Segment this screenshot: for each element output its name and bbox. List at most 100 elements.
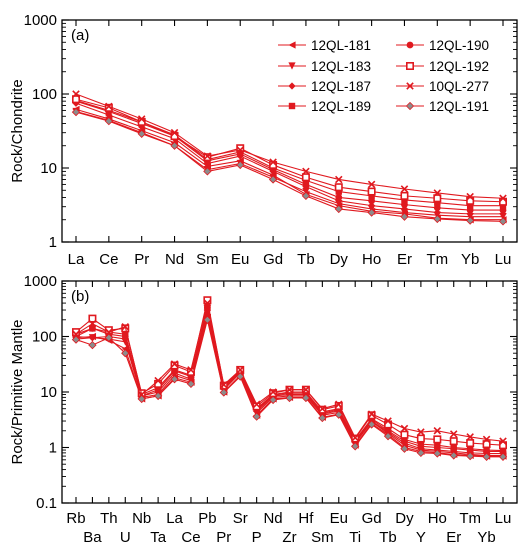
marker-s2-p12 (466, 210, 474, 218)
marker-s6-p5 (154, 376, 162, 385)
marker-sL2-p0 (288, 82, 296, 90)
y-axis-title: Rock/Primitive Mantle (9, 319, 26, 464)
marker-s6-p2 (137, 115, 146, 123)
marker-s3-p12 (466, 202, 474, 209)
x-tick-label: Ho (362, 251, 381, 268)
marker-s7-p15 (318, 413, 327, 423)
marker-s5-p11 (433, 194, 442, 203)
x-tick-label: Tb (379, 529, 397, 546)
x-tick-label: Er (397, 251, 412, 268)
marker-s7-p11 (252, 412, 261, 421)
marker-s7-p25 (482, 452, 491, 461)
marker-s7-p4 (203, 167, 212, 176)
x-tick-label: Dy (395, 510, 414, 527)
x-tick-label: Dy (330, 251, 349, 268)
legend-item: 12QL-192 (396, 59, 489, 74)
marker-s5-p1 (88, 314, 97, 323)
marker-s6-p4 (203, 152, 212, 160)
marker-s5-p24 (466, 439, 475, 448)
marker-s7-p22 (433, 449, 442, 458)
marker-s7-p21 (416, 448, 426, 458)
series-12QL-191 (71, 315, 508, 461)
legend-label: 12QL-183 (311, 59, 371, 74)
marker-s4-p21 (417, 442, 425, 450)
marker-s7-p23 (449, 451, 458, 460)
x-tick-label: Tm (459, 510, 481, 527)
legend-item: 12QL-189 (278, 99, 371, 114)
x-tick-label: Ce (181, 529, 200, 546)
x-tick-label: Sm (311, 529, 334, 546)
marker-s6-p12 (466, 192, 474, 201)
x-tick-label: P (252, 529, 262, 546)
marker-s6-p14 (302, 385, 310, 394)
x-tick-label: Sm (196, 251, 219, 268)
y-tick-label: 10 (40, 160, 57, 177)
marker-s5-p20 (400, 430, 409, 439)
y-tick-label: 10 (40, 384, 57, 401)
x-tick-label: Nb (132, 510, 151, 527)
x-tick-label: Sr (233, 510, 248, 527)
y-tick-label: 1 (49, 440, 57, 457)
marker-s6-p1 (88, 319, 97, 328)
legend-label: 12QL-191 (429, 99, 489, 114)
marker-s7-p24 (465, 451, 475, 461)
marker-s7-p8 (334, 204, 343, 214)
marker-s6-p6 (269, 158, 277, 166)
marker-s7-p11 (433, 214, 442, 224)
series-10QL-277 (72, 90, 507, 203)
series-line (75, 110, 503, 218)
series-12QL-192 (72, 95, 507, 206)
panel-label: (b) (71, 288, 89, 305)
x-tick-label: Yb (461, 251, 479, 268)
marker-s6-p0 (72, 330, 80, 338)
series-line (75, 111, 504, 222)
marker-s4-p25 (483, 448, 490, 455)
marker-s5-p23 (449, 437, 458, 446)
panel-label: (a) (71, 27, 89, 44)
marker-s7-p5 (153, 391, 163, 401)
marker-s3-p8 (335, 188, 342, 195)
marker-s6-p15 (318, 404, 327, 413)
marker-s5-p10 (400, 191, 409, 200)
marker-s6-p3 (121, 322, 130, 331)
marker-s6-p9 (367, 180, 376, 189)
marker-s6-p24 (466, 433, 474, 441)
marker-s7-p1 (88, 340, 97, 350)
marker-s7-p17 (351, 442, 360, 451)
marker-s6-p1 (105, 102, 113, 111)
y-tick-label: 100 (32, 329, 57, 346)
marker-s7-p20 (400, 444, 409, 453)
x-tick-label: Ba (83, 529, 102, 546)
marker-s7-p6 (268, 175, 278, 184)
x-tick-label: La (166, 510, 183, 527)
marker-s6-p17 (351, 433, 359, 442)
y-tick-label: 0.1 (36, 495, 57, 512)
marker-s5-p21 (416, 434, 425, 443)
series-line (75, 102, 503, 215)
x-tick-label: Pr (216, 529, 231, 546)
marker-sL3-p0 (288, 102, 296, 110)
marker-s6-p7 (187, 366, 195, 374)
marker-s7-p13 (498, 217, 508, 226)
marker-s3-p11 (434, 199, 441, 206)
marker-s6-p0 (72, 90, 80, 98)
panel-b-primitive-mantle-chart: 0.11101001000RbBaThUNbTaLaCePbPrSrPNdZrH… (9, 273, 518, 546)
marker-s5-p16 (334, 401, 343, 410)
marker-s6-p11 (252, 400, 261, 409)
marker-s7-p12 (268, 395, 278, 405)
series-line (75, 99, 503, 207)
y-tick-label: 100 (32, 86, 57, 103)
legend-item: 12QL-181 (278, 38, 371, 53)
series-line (75, 302, 504, 442)
marker-s7-p7 (186, 379, 196, 389)
legend-label: 12QL-189 (311, 99, 371, 114)
marker-s7-p19 (383, 432, 393, 441)
marker-s6-p10 (236, 366, 244, 374)
series-line (75, 300, 504, 446)
marker-s7-p12 (465, 216, 475, 225)
marker-s6-p3 (170, 128, 179, 137)
marker-s4-p20 (401, 437, 408, 445)
marker-s5-p0 (72, 95, 81, 104)
marker-s7-p26 (498, 452, 508, 461)
x-tick-label: Nd (263, 510, 282, 527)
